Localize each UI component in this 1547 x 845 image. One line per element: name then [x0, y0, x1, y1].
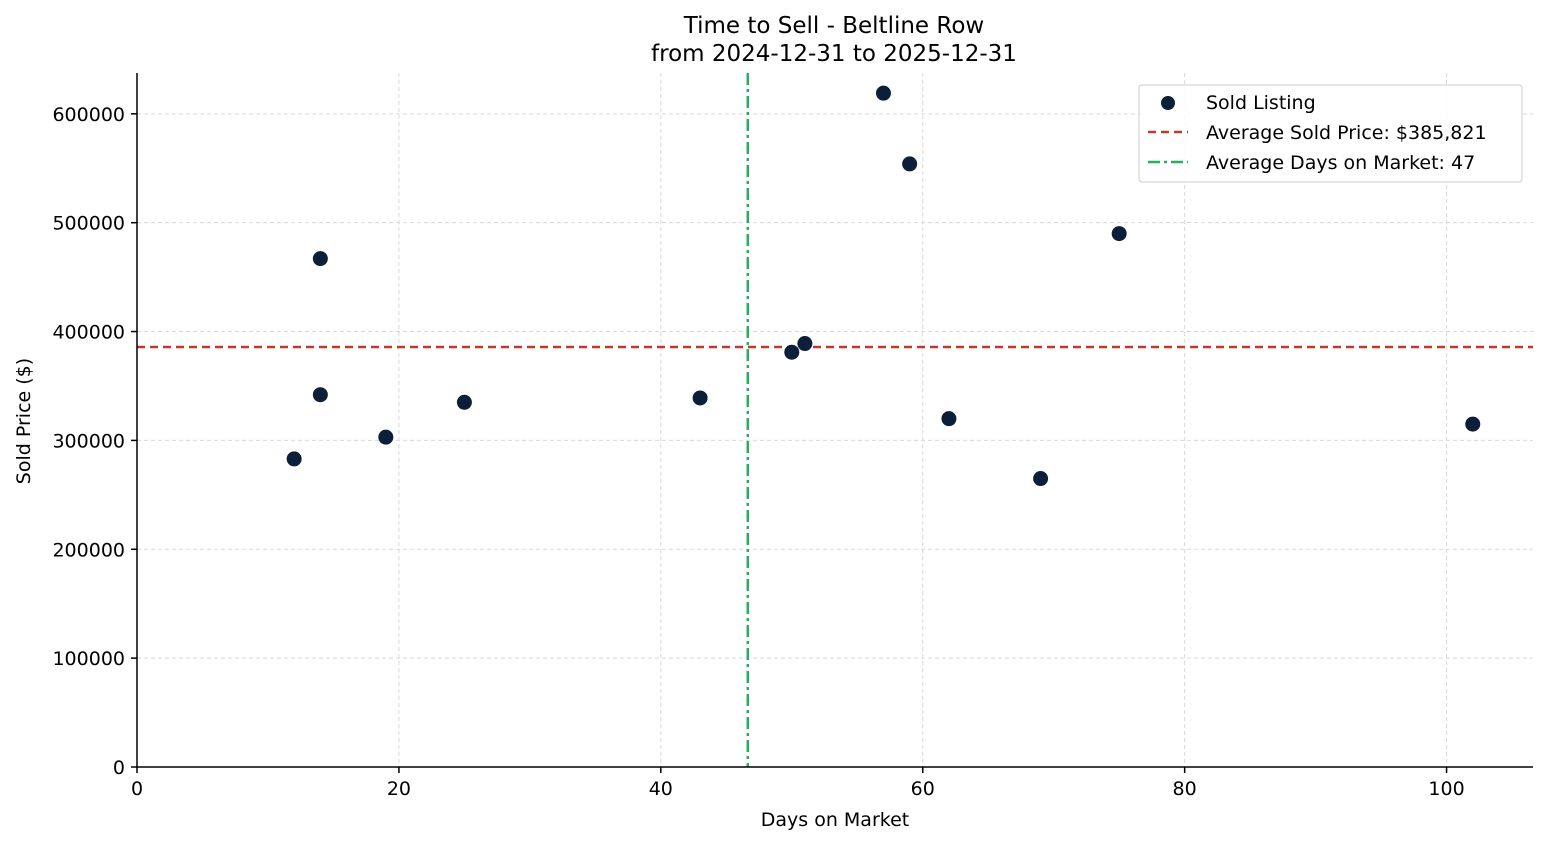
y-tick-label: 500000	[52, 213, 125, 235]
x-tick-label: 0	[131, 778, 143, 800]
data-point	[378, 429, 394, 445]
legend-box	[1138, 84, 1523, 183]
y-tick-label: 200000	[52, 539, 125, 561]
x-axis-label: Days on Market	[761, 809, 909, 831]
chart-title: Time to Sell - Beltline Row	[683, 13, 984, 39]
legend-label-avg-days: Average Days on Market: 47	[1206, 152, 1475, 174]
chart-subtitle: from 2024-12-31 to 2025-12-31	[651, 41, 1017, 67]
grid	[137, 73, 1533, 767]
x-tick-label: 100	[1428, 778, 1464, 800]
x-tick-label: 40	[649, 778, 673, 800]
data-point	[875, 85, 891, 101]
y-tick-label: 100000	[52, 648, 125, 670]
legend-marker-sold-listing	[1161, 96, 1175, 110]
data-point	[797, 336, 813, 352]
y-axis-label: Sold Price ($)	[13, 358, 35, 484]
y-tick-label: 0	[113, 757, 125, 779]
y-tick-label: 300000	[52, 430, 125, 452]
x-tick-label: 60	[911, 778, 935, 800]
data-points	[286, 85, 1481, 487]
data-point	[456, 394, 472, 410]
data-point	[286, 451, 302, 467]
legend-label-avg-price: Average Sold Price: $385,821	[1206, 122, 1487, 144]
data-point	[902, 156, 918, 172]
x-axis-ticks: 0 20 40 60 80 100	[131, 767, 1465, 800]
data-point	[1033, 471, 1049, 487]
y-axis-ticks: 0 100000 200000 300000 400000 500000 600000	[52, 104, 137, 779]
axes	[136, 73, 1533, 768]
x-tick-label: 80	[1173, 778, 1197, 800]
legend: Sold Listing Average Sold Price: $385,82…	[1138, 84, 1523, 183]
data-point	[1465, 416, 1481, 432]
data-point	[312, 387, 328, 403]
x-tick-label: 20	[387, 778, 411, 800]
data-point	[312, 251, 328, 267]
y-tick-label: 600000	[52, 104, 125, 126]
data-point	[692, 390, 708, 406]
data-point	[784, 344, 800, 360]
legend-label-sold-listing: Sold Listing	[1206, 92, 1316, 114]
y-tick-label: 400000	[52, 322, 125, 344]
reference-lines	[137, 73, 1533, 767]
data-point	[941, 411, 957, 427]
data-point	[1111, 226, 1127, 242]
